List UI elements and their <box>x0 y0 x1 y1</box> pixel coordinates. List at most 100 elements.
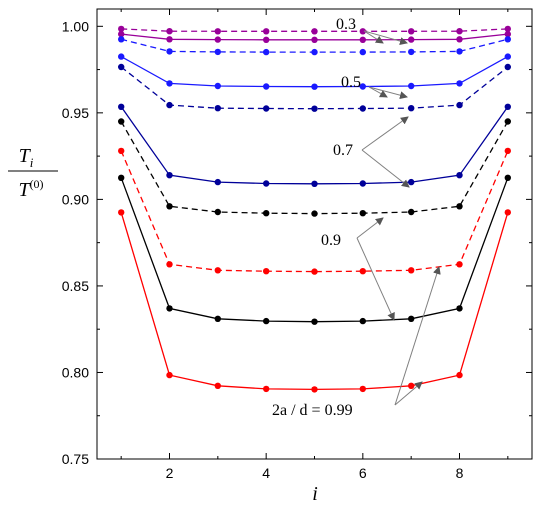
x-tick-label: 2 <box>166 465 174 481</box>
data-point <box>359 210 366 217</box>
data-point <box>214 48 221 56</box>
data-point <box>118 103 125 111</box>
series-line-9 <box>120 212 509 391</box>
data-point <box>408 382 415 389</box>
data-point <box>504 147 511 155</box>
data-point <box>359 36 366 43</box>
data-point <box>456 371 463 379</box>
data-point <box>456 172 463 179</box>
data-point <box>456 36 463 43</box>
data-point <box>263 385 270 393</box>
data-point <box>214 208 221 216</box>
data-point <box>118 36 125 43</box>
series-line-5 <box>120 106 509 185</box>
x-tick-label: 6 <box>359 465 367 481</box>
data-point <box>166 101 173 109</box>
data-point <box>311 28 318 35</box>
data-point <box>311 36 318 43</box>
data-point <box>166 80 173 87</box>
data-point <box>408 105 415 112</box>
data-point <box>408 315 415 322</box>
data-point <box>214 382 221 389</box>
data-point <box>456 203 463 210</box>
data-point <box>311 83 318 90</box>
data-point <box>118 53 125 60</box>
data-point <box>359 105 366 112</box>
data-point <box>408 82 415 90</box>
data-point <box>166 305 173 312</box>
annotation-label: 2a / d = 0.99 <box>272 402 353 419</box>
data-point <box>359 180 366 187</box>
data-point <box>166 36 173 43</box>
y-axis-title-numerator: Ti <box>19 145 34 170</box>
data-point <box>263 268 270 275</box>
y-tick-label: 1.00 <box>62 18 89 34</box>
series-line-8 <box>120 177 509 323</box>
data-point <box>504 53 511 60</box>
annotation-leader <box>363 30 384 44</box>
data-point <box>118 30 125 38</box>
data-point <box>359 268 366 275</box>
data-point <box>408 267 415 274</box>
data-point <box>311 210 318 217</box>
data-point <box>263 105 270 112</box>
data-point <box>263 48 270 56</box>
data-point <box>408 208 415 216</box>
series-line-3 <box>120 56 509 88</box>
series-line-4 <box>120 66 509 110</box>
data-point <box>311 318 318 325</box>
annotation-leader <box>394 266 441 406</box>
data-point <box>456 48 463 55</box>
annotation-leader <box>368 86 388 98</box>
annotations-group: 0.3 0.5 0.7 0.9 2a / d = 0.99 <box>272 16 441 419</box>
data-point <box>263 28 270 35</box>
data-point <box>118 63 125 71</box>
data-point <box>263 83 270 90</box>
data-point <box>263 36 270 43</box>
y-tick-label: 0.95 <box>62 105 89 121</box>
data-point <box>504 36 511 43</box>
data-point <box>118 209 125 216</box>
data-point <box>311 268 318 275</box>
data-point <box>504 30 511 38</box>
data-point <box>359 83 366 90</box>
annotation-label: 0.3 <box>336 16 356 33</box>
data-point <box>118 118 125 125</box>
data-point <box>408 36 415 43</box>
series-line-6 <box>120 121 509 215</box>
data-point <box>118 25 125 33</box>
data-point <box>359 317 366 325</box>
data-point <box>166 172 173 179</box>
annotation-label: 0.5 <box>341 74 361 91</box>
data-point <box>504 209 511 216</box>
x-tick-label: 4 <box>262 465 270 481</box>
data-point <box>456 80 463 87</box>
data-point <box>118 174 125 181</box>
annotation-leader <box>394 381 423 406</box>
data-point <box>263 210 270 217</box>
y-tick-label: 0.75 <box>62 451 89 467</box>
data-point <box>456 28 463 35</box>
annotation-leader <box>363 30 408 45</box>
data-point <box>456 305 463 312</box>
annotation-label: 0.9 <box>321 232 341 249</box>
data-point <box>214 82 221 90</box>
data-point <box>359 28 366 35</box>
data-point <box>456 101 463 109</box>
data-point <box>504 63 511 71</box>
data-point <box>359 385 366 393</box>
data-point <box>214 315 221 322</box>
data-point <box>504 25 511 33</box>
data-point <box>214 267 221 274</box>
y-tick-label: 0.90 <box>62 191 89 207</box>
x-tick-label: 8 <box>456 465 464 481</box>
y-axis-title-denominator: T(0) <box>18 177 43 201</box>
annotation-leader <box>368 86 408 100</box>
data-point <box>166 261 173 268</box>
data-point <box>359 48 366 56</box>
axes-group: 0.75 0.80 0.85 0.90 0.95 1.00 2 4 6 8 <box>62 8 533 481</box>
x-axis-title: i <box>312 483 318 505</box>
data-point <box>118 147 125 155</box>
